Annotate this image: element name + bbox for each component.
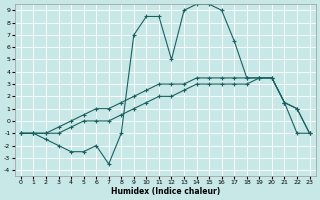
X-axis label: Humidex (Indice chaleur): Humidex (Indice chaleur) [111, 187, 220, 196]
